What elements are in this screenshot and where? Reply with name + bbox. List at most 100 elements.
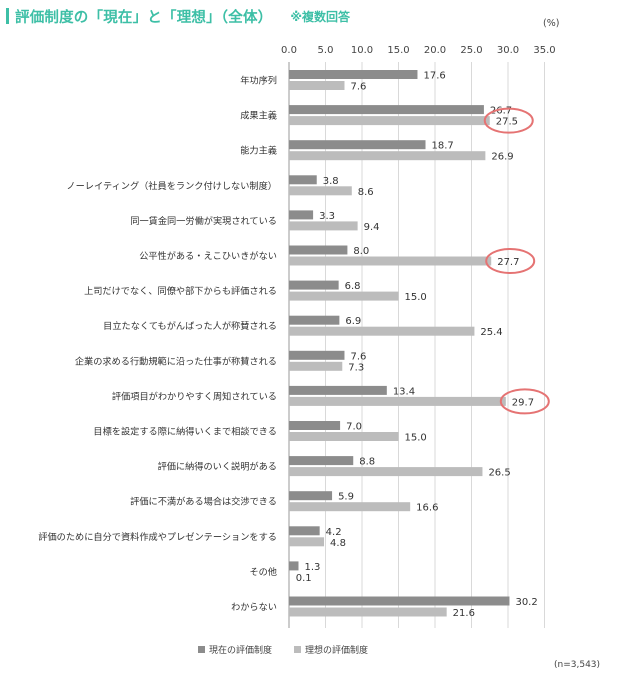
bar-ideal: [289, 432, 399, 441]
category-label: 企業の求める行動規範に沿った仕事が称賛される: [75, 355, 277, 367]
x-tick-label: 5.0: [318, 45, 334, 56]
x-tick-label: 10.0: [351, 45, 373, 56]
category-label: その他: [249, 566, 277, 578]
value-label-current: 3.3: [319, 211, 335, 222]
bar-current: [289, 491, 333, 501]
category-label: 年功序列: [240, 75, 277, 87]
legend-label-ideal: 理想の評価制度: [305, 646, 369, 656]
category-label: 目立たなくてもがんばった人が称賛される: [103, 320, 277, 332]
value-label-current: 7.6: [350, 351, 366, 362]
bar-current: [289, 105, 484, 115]
bar-current: [289, 456, 354, 466]
value-label-current: 7.0: [346, 422, 362, 433]
bar-current: [289, 421, 341, 430]
bar-ideal: [289, 572, 290, 582]
category-label: 能力主義: [240, 145, 277, 157]
legend-item-ideal: 理想の評価制度: [294, 643, 368, 656]
x-tick-label: 15.0: [387, 45, 409, 56]
bar-ideal: [289, 221, 358, 231]
value-label-ideal: 25.4: [480, 327, 502, 338]
value-label-current: 26.7: [490, 106, 512, 117]
bar-current: [289, 70, 418, 79]
bar-current: [289, 350, 345, 360]
value-label-ideal: 8.6: [358, 187, 374, 198]
bar-ideal: [289, 151, 486, 161]
category-label: 公平性がある・えこひいきがない: [139, 250, 277, 262]
bar-ideal: [289, 396, 506, 406]
category-label: 成果主義: [240, 110, 277, 122]
bar-ideal: [289, 502, 411, 512]
x-tick-label: 0.0: [281, 45, 297, 56]
unit-label: (%): [543, 18, 560, 29]
title-area: 評価制度の「現在」と「理想」（全体） ※複数回答: [6, 5, 350, 27]
category-label: 同一賃金同一労働が実現されている: [130, 215, 277, 227]
bar-ideal: [289, 607, 447, 617]
category-label: ノーレイティング（社員をランク付けしない制度）: [66, 180, 277, 192]
value-label-ideal: 16.6: [416, 503, 438, 514]
value-label-ideal: 7.3: [348, 362, 364, 373]
value-label-ideal: 29.7: [512, 397, 534, 408]
value-label-ideal: 21.6: [453, 608, 475, 619]
sample-size-note: (n=3,543): [554, 660, 601, 670]
value-label-ideal: 26.5: [488, 468, 510, 479]
bar-ideal: [289, 256, 492, 266]
bar-current: [289, 245, 348, 255]
value-label-current: 3.8: [323, 176, 339, 187]
legend-label-current: 現在の評価制度: [209, 646, 273, 656]
legend-item-current: 現在の評価制度: [198, 643, 272, 656]
bar-current: [289, 315, 340, 325]
value-label-ideal: 27.5: [496, 117, 518, 128]
title-accent-bar: [6, 8, 9, 24]
bar-ideal: [289, 291, 399, 301]
bar-current: [289, 385, 387, 395]
legend-swatch-ideal: [294, 646, 302, 653]
bar-ideal: [289, 467, 483, 477]
bar-ideal: [289, 361, 343, 371]
category-label: わからない: [231, 602, 277, 613]
bar-ideal: [289, 116, 490, 126]
legend: 現在の評価制度 理想の評価制度: [198, 643, 368, 656]
highlight-circle: [485, 248, 536, 274]
bar-current: [289, 140, 426, 150]
bar-current: [289, 526, 320, 536]
value-label-ideal: 0.1: [296, 573, 312, 584]
x-tick-label: 35.0: [533, 45, 555, 56]
value-label-current: 8.0: [353, 246, 369, 257]
chart-subtitle: ※複数回答: [290, 9, 351, 24]
value-label-ideal: 7.6: [350, 82, 366, 93]
category-label: 評価に納得のいく説明がある: [158, 461, 277, 473]
x-tick-label: 20.0: [424, 45, 446, 56]
bar-current: [289, 280, 339, 290]
category-label: 評価に不満がある場合は交渉できる: [130, 496, 277, 508]
value-label-current: 30.2: [515, 597, 537, 608]
bar-ideal: [289, 186, 352, 196]
value-label-current: 4.2: [326, 527, 342, 538]
value-label-ideal: 26.9: [491, 152, 513, 163]
value-label-current: 6.9: [345, 316, 361, 327]
value-label-current: 13.4: [393, 386, 415, 397]
category-label: 評価のために自分で資料作成やプレゼンテーションをする: [38, 531, 277, 543]
value-label-current: 1.3: [304, 562, 320, 573]
bar-ideal: [289, 537, 325, 547]
bar-ideal: [289, 326, 475, 336]
x-tick-label: 25.0: [460, 45, 482, 56]
category-label: 評価項目がわかりやすく周知されている: [112, 390, 277, 402]
value-label-ideal: 9.4: [364, 222, 380, 233]
value-label-ideal: 27.7: [497, 257, 519, 268]
value-label-ideal: 15.0: [405, 292, 427, 303]
legend-swatch-current: [198, 646, 205, 653]
value-label-ideal: 15.0: [405, 433, 427, 444]
bar-current: [289, 175, 317, 185]
bar-chart: 0.0 5.0 10.0 15.0 20.0 25.0 30.0 35.0 年功序列 17.6 7.…: [38, 45, 556, 628]
bar-current: [289, 596, 510, 606]
bar-ideal: [289, 81, 345, 90]
value-label-current: 17.6: [423, 71, 445, 82]
value-label-ideal: 4.8: [330, 538, 346, 549]
chart-title: 評価制度の「現在」と「理想」（全体）: [15, 9, 273, 26]
category-label: 目標を設定する際に納得いくまで相談できる: [93, 426, 277, 438]
x-tick-label: 30.0: [497, 45, 519, 56]
value-label-current: 18.7: [432, 141, 454, 152]
value-label-current: 5.9: [338, 492, 354, 503]
category-label: 上司だけでなく、同僚や部下からも評価される: [84, 285, 277, 297]
value-label-current: 6.8: [345, 281, 361, 292]
